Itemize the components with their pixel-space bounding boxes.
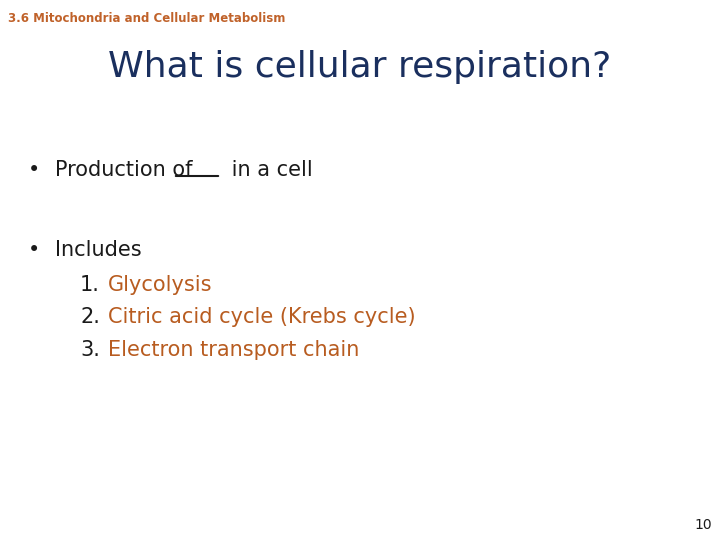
- Text: 1.: 1.: [80, 275, 100, 295]
- Text: in a cell: in a cell: [225, 160, 312, 180]
- Text: 3.6 Mitochondria and Cellular Metabolism: 3.6 Mitochondria and Cellular Metabolism: [8, 12, 285, 25]
- Text: Production of: Production of: [55, 160, 199, 180]
- Text: Includes: Includes: [55, 240, 142, 260]
- Text: 3.: 3.: [80, 340, 100, 360]
- Text: What is cellular respiration?: What is cellular respiration?: [109, 50, 611, 84]
- Text: 2.: 2.: [80, 307, 100, 327]
- Text: 10: 10: [694, 518, 712, 532]
- Text: Glycolysis: Glycolysis: [108, 275, 212, 295]
- Text: •: •: [28, 160, 40, 180]
- Text: •: •: [28, 240, 40, 260]
- Text: Electron transport chain: Electron transport chain: [108, 340, 359, 360]
- Text: Citric acid cycle (Krebs cycle): Citric acid cycle (Krebs cycle): [108, 307, 415, 327]
